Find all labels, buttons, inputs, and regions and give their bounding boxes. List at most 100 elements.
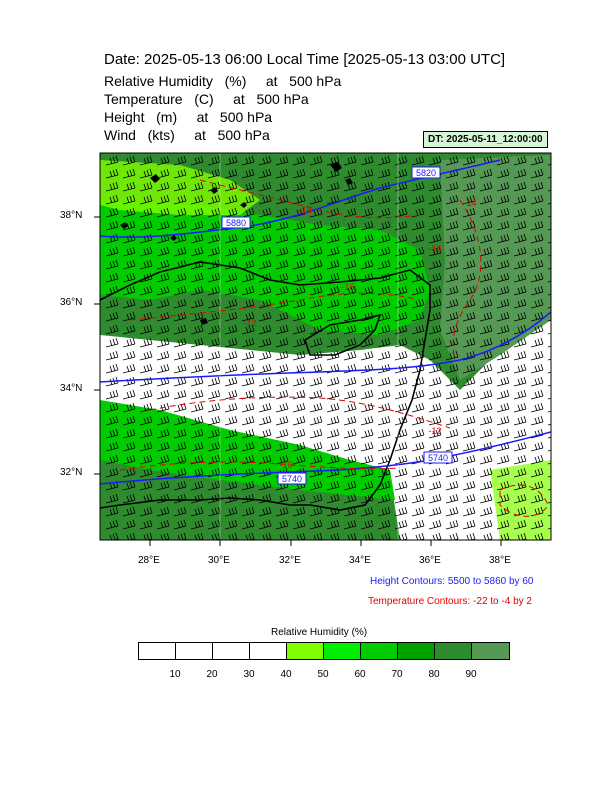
wind-barb: [428, 311, 442, 322]
wind-barb: [411, 428, 425, 439]
wind-barb: [292, 285, 306, 296]
wind-barb: [462, 285, 476, 296]
wind-barb: [326, 389, 340, 400]
wind-barb: [326, 246, 340, 257]
height-label-box: [423, 451, 453, 464]
wind-barb: [462, 194, 476, 205]
wind-barb: [394, 402, 408, 413]
wind-barb: [139, 506, 153, 517]
wind-barb: [275, 376, 289, 387]
wind-barb: [122, 298, 136, 309]
lon-label: 30°E: [208, 555, 230, 566]
wind-barb: [462, 233, 476, 244]
wind-barb: [241, 454, 255, 465]
wind-barb: [360, 415, 374, 426]
height-label: 5820: [416, 168, 436, 178]
wind-barb: [479, 506, 493, 517]
wind-barb: [258, 350, 272, 361]
wind-barb: [326, 519, 340, 530]
wind-barb: [309, 337, 323, 348]
wind-barb: [275, 246, 289, 257]
wind-barb: [190, 181, 204, 192]
wind-barb: [360, 311, 374, 322]
wind-barb: [122, 415, 136, 426]
wind-barb: [207, 506, 221, 517]
wind-barb: [173, 220, 187, 231]
wind-barb: [173, 155, 187, 166]
wind-barb: [360, 220, 374, 231]
wind-barb: [513, 363, 527, 374]
wind-barb: [275, 311, 289, 322]
wind-barb: [445, 168, 459, 179]
lat-label: 36°N: [60, 297, 83, 308]
wind-barb: [275, 428, 289, 439]
wind-barb: [513, 376, 527, 387]
wind-barb: [258, 376, 272, 387]
wind-barb: [224, 324, 238, 335]
wind-barb: [343, 402, 357, 413]
wind-barb: [377, 376, 391, 387]
wind-barb: [479, 441, 493, 452]
wind-barb: [377, 207, 391, 218]
colorbar-tick-label: 90: [465, 669, 477, 680]
wind-barb: [207, 363, 221, 374]
field-temp: Temperature (C) at 500 hPa: [104, 91, 309, 107]
wind-barb: [105, 506, 119, 517]
wind-barb: [479, 285, 493, 296]
temp-contour-4: [119, 461, 401, 471]
wind-barb: [224, 389, 238, 400]
graticule: [219, 153, 399, 540]
wind-barb: [258, 285, 272, 296]
wind-barb: [190, 389, 204, 400]
wind-barb: [513, 428, 527, 439]
wind-barb: [513, 259, 527, 270]
wind-barb: [530, 363, 544, 374]
wind-barb: [207, 428, 221, 439]
wind-barb: [445, 519, 459, 530]
wind-barb: [309, 402, 323, 413]
wind-barb: [377, 389, 391, 400]
wind-barb: [224, 480, 238, 491]
wind-barb: [156, 493, 170, 504]
wind-barb: [245, 532, 255, 540]
wind-barb: [326, 155, 340, 166]
wind-barb: [156, 259, 170, 270]
wind-barb: [241, 194, 255, 205]
wind-barb: [428, 181, 442, 192]
wind-barb: [173, 350, 187, 361]
wind-barb: [360, 480, 374, 491]
wind-barb: [445, 415, 459, 426]
wind-barb: [462, 246, 476, 257]
colorbar-tick-label: 20: [206, 669, 218, 680]
wind-barb: [445, 428, 459, 439]
wind-barb: [411, 519, 425, 530]
wind-barb: [462, 493, 476, 504]
wind-barb: [360, 324, 374, 335]
wind-barb: [530, 389, 544, 400]
colorbar-tick-label: 80: [428, 669, 440, 680]
temp-contour-note: Temperature Contours: -22 to -4 by 2: [368, 596, 532, 607]
wind-barb: [275, 415, 289, 426]
wind-barb: [190, 298, 204, 309]
wind-barb: [445, 207, 459, 218]
wind-barb: [411, 415, 425, 426]
wind-barb: [343, 298, 357, 309]
wind-barb: [309, 259, 323, 270]
wind-barb: [411, 311, 425, 322]
colorbar-swatch: [176, 643, 213, 659]
wind-barb: [173, 441, 187, 452]
wind-barb: [241, 181, 255, 192]
wind-barb: [394, 181, 408, 192]
wind-barb: [377, 350, 391, 361]
wind-barb: [173, 467, 187, 478]
wind-barb: [496, 350, 510, 361]
wind-barb: [292, 168, 306, 179]
wind-barb: [394, 454, 408, 465]
wind-barb: [105, 441, 119, 452]
wind-barb: [377, 298, 391, 309]
colorbar-tick-label: 10: [169, 669, 181, 680]
wind-barb: [343, 233, 357, 244]
wind-barb: [190, 311, 204, 322]
wind-barb: [105, 467, 119, 478]
